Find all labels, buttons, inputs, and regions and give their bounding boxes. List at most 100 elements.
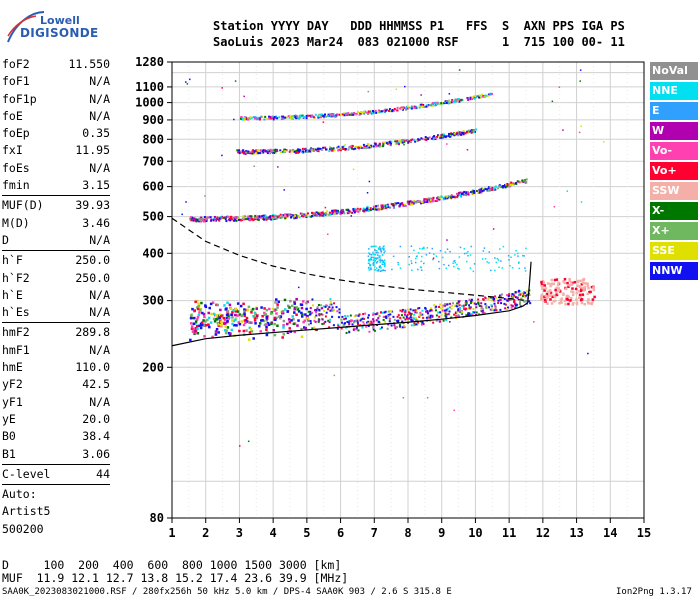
echo-point — [226, 326, 230, 329]
echo-point — [442, 304, 445, 307]
echo-point — [375, 111, 378, 114]
echo-point — [489, 94, 492, 97]
echo-point — [347, 148, 350, 151]
x-tick-label: 9 — [438, 526, 445, 540]
echo-point — [311, 214, 314, 217]
echo-point — [352, 208, 355, 211]
echo-point — [224, 325, 227, 328]
echo-point — [197, 302, 200, 305]
echo-point — [210, 218, 213, 221]
echo-point — [516, 303, 519, 306]
echo-point — [446, 143, 448, 145]
echo-point — [305, 307, 308, 311]
echo-point — [429, 200, 432, 203]
echo-point — [341, 113, 344, 116]
echo-point — [361, 111, 364, 114]
echo-point — [410, 312, 413, 315]
echo-point — [325, 115, 328, 118]
echo-point — [406, 139, 409, 142]
echo-point — [352, 112, 355, 115]
echo-point — [312, 214, 315, 217]
echo-point — [579, 296, 583, 299]
echo-point — [478, 188, 481, 191]
param-row: h`F 250.0 — [2, 252, 110, 269]
echo-point — [438, 198, 441, 201]
echo-point — [269, 148, 272, 151]
echo-point — [369, 111, 372, 114]
echo-point — [488, 262, 490, 264]
param-row: B0 38.4 — [2, 428, 110, 445]
echo-point — [272, 149, 275, 152]
echo-point — [437, 311, 440, 314]
echo-point — [289, 115, 292, 118]
echo-point — [264, 149, 267, 152]
echo-point — [462, 133, 465, 136]
y-tick-label: 500 — [142, 210, 164, 224]
echo-point — [266, 321, 270, 325]
echo-point — [360, 318, 363, 321]
echo-point — [201, 321, 204, 324]
echo-point — [374, 259, 376, 262]
echo-point — [231, 316, 234, 319]
echo-point — [342, 145, 345, 148]
param-name: yE — [2, 411, 16, 426]
echo-point — [313, 148, 316, 151]
echo-point — [477, 303, 480, 306]
echo-point — [258, 322, 262, 325]
echo-point — [469, 302, 472, 305]
echo-point — [438, 197, 441, 200]
echo-point — [458, 304, 461, 307]
echo-point — [444, 312, 447, 315]
echo-point — [487, 298, 490, 301]
echo-point — [356, 319, 359, 322]
echo-point — [266, 150, 269, 153]
echo-point — [418, 106, 421, 109]
echo-point — [367, 325, 370, 328]
echo-point — [333, 302, 336, 305]
echo-point — [287, 213, 290, 216]
echo-point — [382, 249, 385, 251]
echo-point — [369, 207, 372, 210]
echo-point — [338, 311, 341, 314]
echo-point — [407, 140, 410, 143]
echo-point — [278, 216, 281, 219]
echo-point — [221, 154, 223, 157]
echo-point — [398, 139, 401, 142]
echo-point — [267, 323, 271, 327]
echo-point — [379, 270, 382, 273]
echo-point — [305, 117, 308, 120]
echo-point — [257, 149, 260, 152]
echo-point — [446, 195, 449, 198]
echo-point — [337, 324, 340, 327]
echo-point — [506, 299, 509, 302]
echo-point — [406, 106, 409, 109]
echo-point — [406, 200, 409, 203]
param-value: N/A — [89, 91, 110, 106]
echo-point — [553, 278, 557, 282]
echo-point — [475, 95, 478, 98]
echo-point — [479, 188, 482, 191]
echo-point — [564, 287, 568, 290]
echo-point — [475, 303, 478, 306]
echo-point — [353, 315, 356, 318]
echo-point — [557, 287, 560, 290]
echo-point — [420, 103, 423, 106]
echo-point — [449, 196, 452, 199]
echo-point — [385, 142, 388, 145]
echo-point — [415, 317, 418, 320]
echo-point — [384, 265, 386, 268]
echo-point — [517, 255, 519, 257]
echo-point — [402, 324, 405, 327]
echo-point — [387, 323, 390, 326]
echo-point — [397, 314, 400, 317]
echo-point — [556, 283, 560, 287]
echo-point — [386, 206, 389, 209]
echo-point — [442, 136, 444, 138]
echo-point — [553, 299, 557, 303]
echo-point — [281, 215, 284, 218]
echo-point — [384, 263, 386, 265]
echo-point — [263, 118, 266, 121]
echo-point — [441, 306, 444, 309]
echo-point — [387, 206, 390, 209]
echo-point — [587, 286, 590, 290]
